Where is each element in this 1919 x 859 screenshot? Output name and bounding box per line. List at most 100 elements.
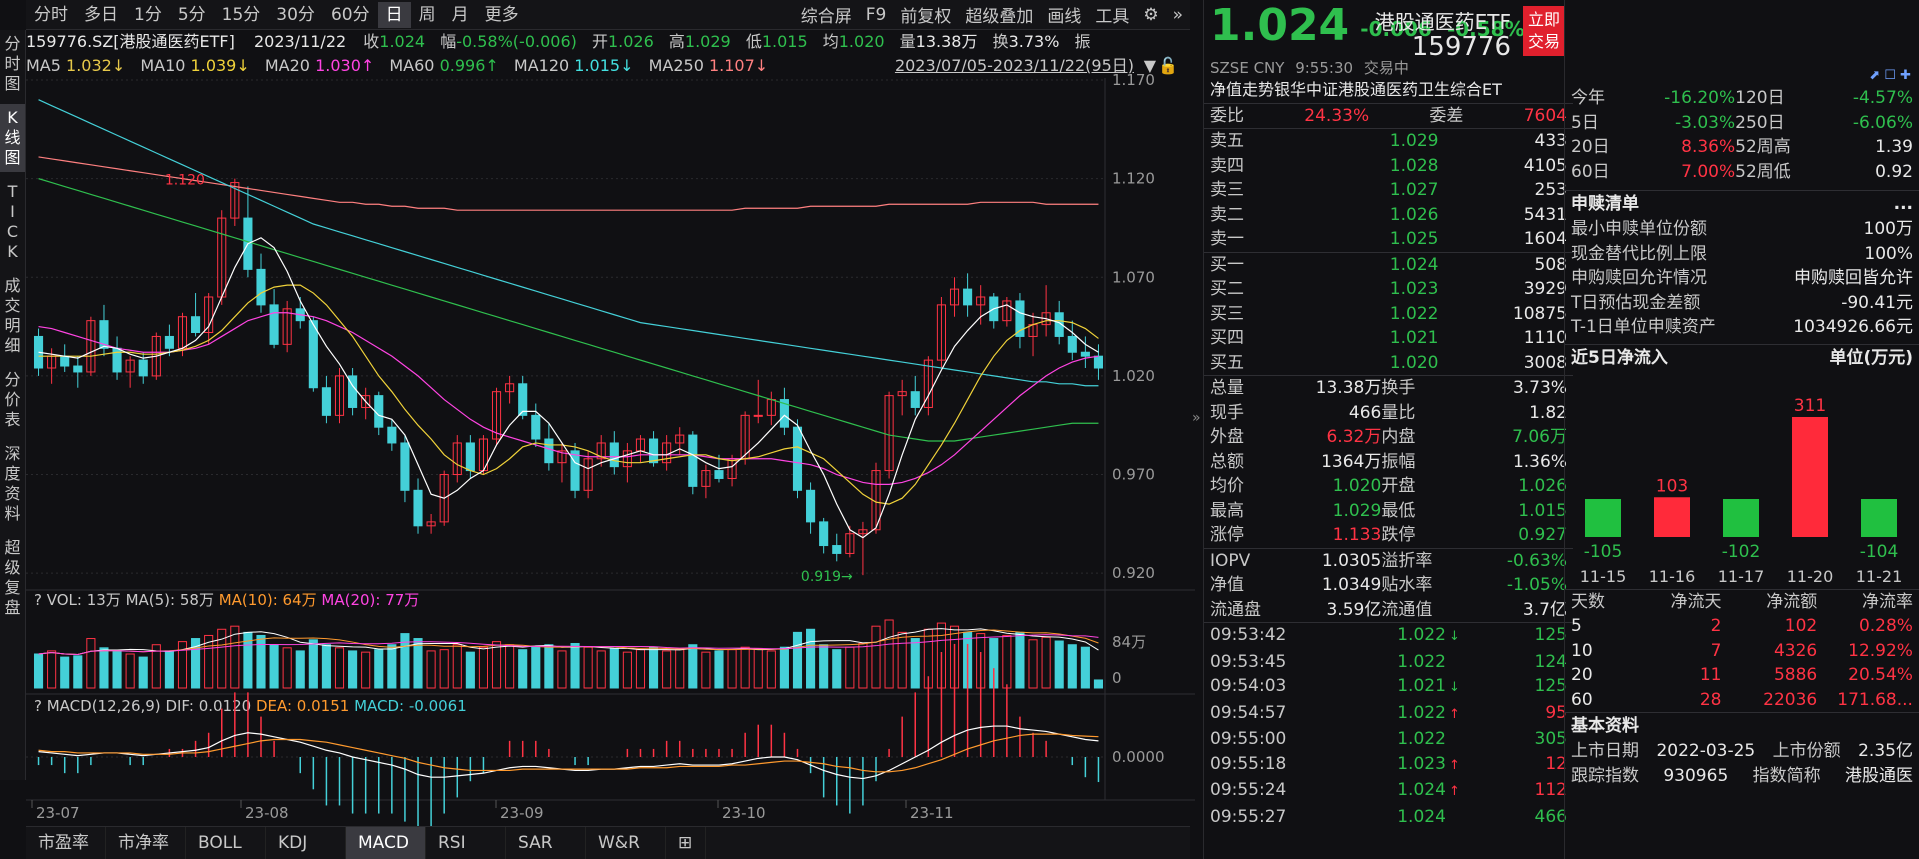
flow-cell: 10 [1571, 640, 1593, 661]
volume-bar [334, 647, 345, 689]
flow-value: -105 [1584, 542, 1623, 562]
volume-bar [478, 646, 489, 689]
tick-arrow: ↓ [1448, 629, 1460, 644]
period-tab[interactable]: 更多 [484, 4, 519, 25]
volume-bar [701, 651, 711, 689]
period-tab[interactable]: 分时 [34, 4, 68, 25]
candle-body [923, 359, 933, 408]
perf-value: 8.36% [1681, 137, 1736, 157]
volume-bar [871, 625, 881, 689]
tool-button[interactable]: F9 [865, 4, 887, 25]
basic-header: 基本资料 [1565, 713, 1919, 739]
flow-bar [1585, 498, 1621, 537]
orderbook-row[interactable]: 卖二 1.026 5431 [1204, 203, 1573, 228]
level-volume: 1604 [1523, 229, 1567, 249]
indicator-tab[interactable]: 市盈率 [26, 827, 106, 859]
buy-orderbook: 买一 1.024 508 买二 1.023 3929 买三 1.022 10875 买四 1.021… [1204, 251, 1573, 376]
period-tab[interactable]: 日 [377, 1, 411, 28]
indicator-tab[interactable]: 市净率 [106, 827, 186, 859]
candle-body [321, 387, 331, 416]
expand-icons[interactable]: ⬈ ☐ ✚ [1869, 68, 1911, 83]
tick-price: 1.023 [1397, 753, 1446, 774]
stat-row: 涨停 1.133 跌停 0.927 [1204, 523, 1573, 548]
view-tab[interactable]: 分价表 [4, 370, 21, 429]
indicator-tab[interactable]: RSI [426, 827, 506, 859]
period-tab[interactable]: 5分 [177, 4, 206, 25]
level-price: 1.021 [1389, 328, 1439, 348]
shenshu-more[interactable]: ... [1893, 194, 1913, 214]
stat-label: 贴水率 [1381, 575, 1433, 595]
stat-label: 开盘 [1381, 476, 1416, 496]
indicator-tab[interactable]: SAR [506, 827, 586, 859]
perf-value: 1.39 [1875, 137, 1913, 157]
view-tab[interactable]: 分时图 [4, 34, 21, 93]
level-label: 卖五 [1210, 131, 1244, 151]
gear-icon[interactable]: ⚙ [1143, 4, 1159, 25]
orderbook-row[interactable]: 卖四 1.028 4105 [1204, 154, 1573, 179]
buy-now-button[interactable]: 立即交易 [1523, 6, 1565, 56]
indicator-tab[interactable]: MACD [346, 827, 426, 859]
level-price: 1.027 [1389, 180, 1439, 200]
period-tab[interactable]: 周 [418, 4, 436, 25]
double-chevron-icon[interactable]: » [1172, 4, 1183, 25]
period-tab[interactable]: 15分 [221, 4, 261, 25]
candle-body [191, 316, 201, 333]
indicator-tab[interactable]: KDJ [266, 827, 346, 859]
kline-chart[interactable]: 1.170 1.120 1.070 1.020 0.970 0.920 1.120 0.919… [0, 0, 1200, 859]
level-label: 卖四 [1210, 155, 1244, 176]
candle-body [348, 375, 358, 408]
volume-bar [465, 651, 475, 689]
collapse-panel-icon[interactable]: » [1192, 410, 1201, 426]
orderbook-row[interactable]: 买一 1.024 508 [1204, 253, 1573, 278]
volume-bar [832, 649, 842, 689]
tool-button[interactable]: 画线 [1047, 7, 1082, 27]
level-label: 买三 [1210, 303, 1244, 324]
period-tab[interactable]: 月 [451, 4, 469, 25]
volume-bar [204, 634, 214, 689]
volume-bar [1054, 640, 1064, 689]
high-marker: 1.120 [165, 173, 205, 189]
view-tab[interactable]: 超级复盘 [4, 538, 21, 617]
candle-body [884, 395, 894, 472]
date-range-selector[interactable]: 2023/07/05-2023/11/22(95日) [894, 56, 1134, 75]
stat-row: IOPV 1.0305 溢折率 -0.63% [1204, 549, 1573, 574]
tool-button[interactable]: 综合屏 [800, 7, 852, 27]
candle-body [1002, 300, 1012, 322]
tool-button[interactable]: 超级叠加 [965, 7, 1034, 27]
stat-label: 外盘 [1210, 427, 1244, 447]
view-tab[interactable]: 深度资料 [4, 444, 21, 523]
orderbook-row[interactable]: 买二 1.023 3929 [1204, 277, 1573, 302]
flow-cell: 22036 [1763, 689, 1818, 710]
add-indicator-icon[interactable]: ⊞ [666, 827, 706, 859]
lock-icon[interactable]: 🔓 [1158, 56, 1178, 75]
flow-bar [1792, 416, 1828, 537]
stat-value: 3.59亿 [1326, 599, 1382, 620]
tool-button[interactable]: 前复权 [900, 7, 952, 27]
dropdown-icon[interactable]: ▼ [1143, 56, 1156, 75]
flow-value: 103 [1656, 476, 1688, 496]
flow-cell: 2 [1710, 616, 1722, 636]
indicator-tab[interactable]: BOLL [186, 827, 266, 859]
quote-panel: 1.024 -0.006 -0.58% 港股通医药ETF 159776 立即交易… [1203, 0, 1573, 859]
orderbook-row[interactable]: 卖五 1.029 433 [1204, 129, 1573, 154]
orderbook-row[interactable]: 卖一 1.025 1604 [1204, 227, 1573, 252]
low-label: 低 [745, 32, 762, 51]
candle-body [1041, 312, 1051, 326]
orderbook-row[interactable]: 买五 1.020 3008 [1204, 351, 1573, 376]
indicator-tab[interactable]: W&R [586, 827, 666, 859]
period-tab[interactable]: 30分 [276, 4, 315, 25]
period-tab[interactable]: 1分 [134, 4, 162, 25]
orderbook-row[interactable]: 卖三 1.027 253 [1204, 178, 1573, 203]
orderbook-row[interactable]: 买四 1.021 1110 [1204, 326, 1573, 351]
period-tab[interactable]: 多日 [84, 4, 118, 25]
tool-button[interactable]: 工具 [1095, 7, 1130, 27]
tick-price-cell: 1.022 [1331, 650, 1460, 675]
candle-body [1093, 355, 1104, 369]
orderbook-row[interactable]: 买三 1.022 10875 [1204, 302, 1573, 327]
period-tab[interactable]: 60分 [330, 4, 370, 25]
view-tab[interactable]: 成交明细 [4, 276, 21, 355]
nav-title-row[interactable]: 净值走势银华中证港股通医药卫生综合ET [1204, 78, 1573, 103]
candle-body [949, 288, 960, 306]
